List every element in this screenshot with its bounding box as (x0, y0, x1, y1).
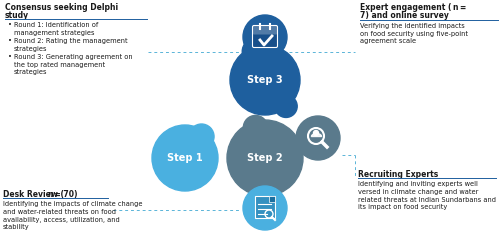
Circle shape (296, 116, 340, 160)
Text: Round 3: Generating agreement on
the top rated management
strategies: Round 3: Generating agreement on the top… (14, 54, 132, 75)
Text: = 70): = 70) (53, 190, 78, 199)
FancyBboxPatch shape (252, 25, 278, 48)
Circle shape (230, 45, 300, 115)
Text: Recruiting Experts: Recruiting Experts (358, 170, 438, 179)
Text: Identifying and inviting experts well
versed in climate change and water
related: Identifying and inviting experts well ve… (358, 181, 496, 210)
Text: 7) and online survey: 7) and online survey (360, 11, 449, 20)
Text: Identifying the impacts of climate change
and water-related threats on food
avai: Identifying the impacts of climate chang… (3, 201, 142, 230)
Text: Desk Review (: Desk Review ( (3, 190, 64, 199)
Text: •: • (8, 54, 12, 60)
Circle shape (227, 120, 303, 196)
Text: Step 1: Step 1 (167, 153, 203, 163)
Circle shape (243, 186, 287, 230)
FancyBboxPatch shape (255, 196, 275, 218)
Text: n: n (48, 190, 54, 199)
Text: Step 3: Step 3 (247, 75, 283, 85)
Text: Verifying the identified impacts
on food security using five-point
agreement sca: Verifying the identified impacts on food… (360, 23, 468, 45)
Circle shape (244, 115, 268, 140)
Polygon shape (269, 196, 275, 202)
Text: Expert engagement ( n =: Expert engagement ( n = (360, 3, 466, 12)
Text: Round 2: Rating the management
strategies: Round 2: Rating the management strategie… (14, 38, 128, 52)
Circle shape (243, 15, 287, 59)
Text: Round 1: Identification of
management strategies: Round 1: Identification of management st… (14, 22, 98, 36)
Circle shape (242, 39, 267, 63)
Text: Step 2: Step 2 (247, 153, 283, 163)
Text: •: • (8, 38, 12, 44)
FancyBboxPatch shape (252, 25, 278, 35)
Circle shape (314, 131, 318, 135)
Circle shape (189, 124, 214, 149)
Circle shape (258, 178, 280, 201)
Circle shape (152, 125, 218, 191)
Text: study: study (5, 11, 29, 20)
Text: •: • (8, 22, 12, 28)
Text: Consensus seeking Delphi: Consensus seeking Delphi (5, 3, 118, 12)
Circle shape (275, 95, 297, 117)
